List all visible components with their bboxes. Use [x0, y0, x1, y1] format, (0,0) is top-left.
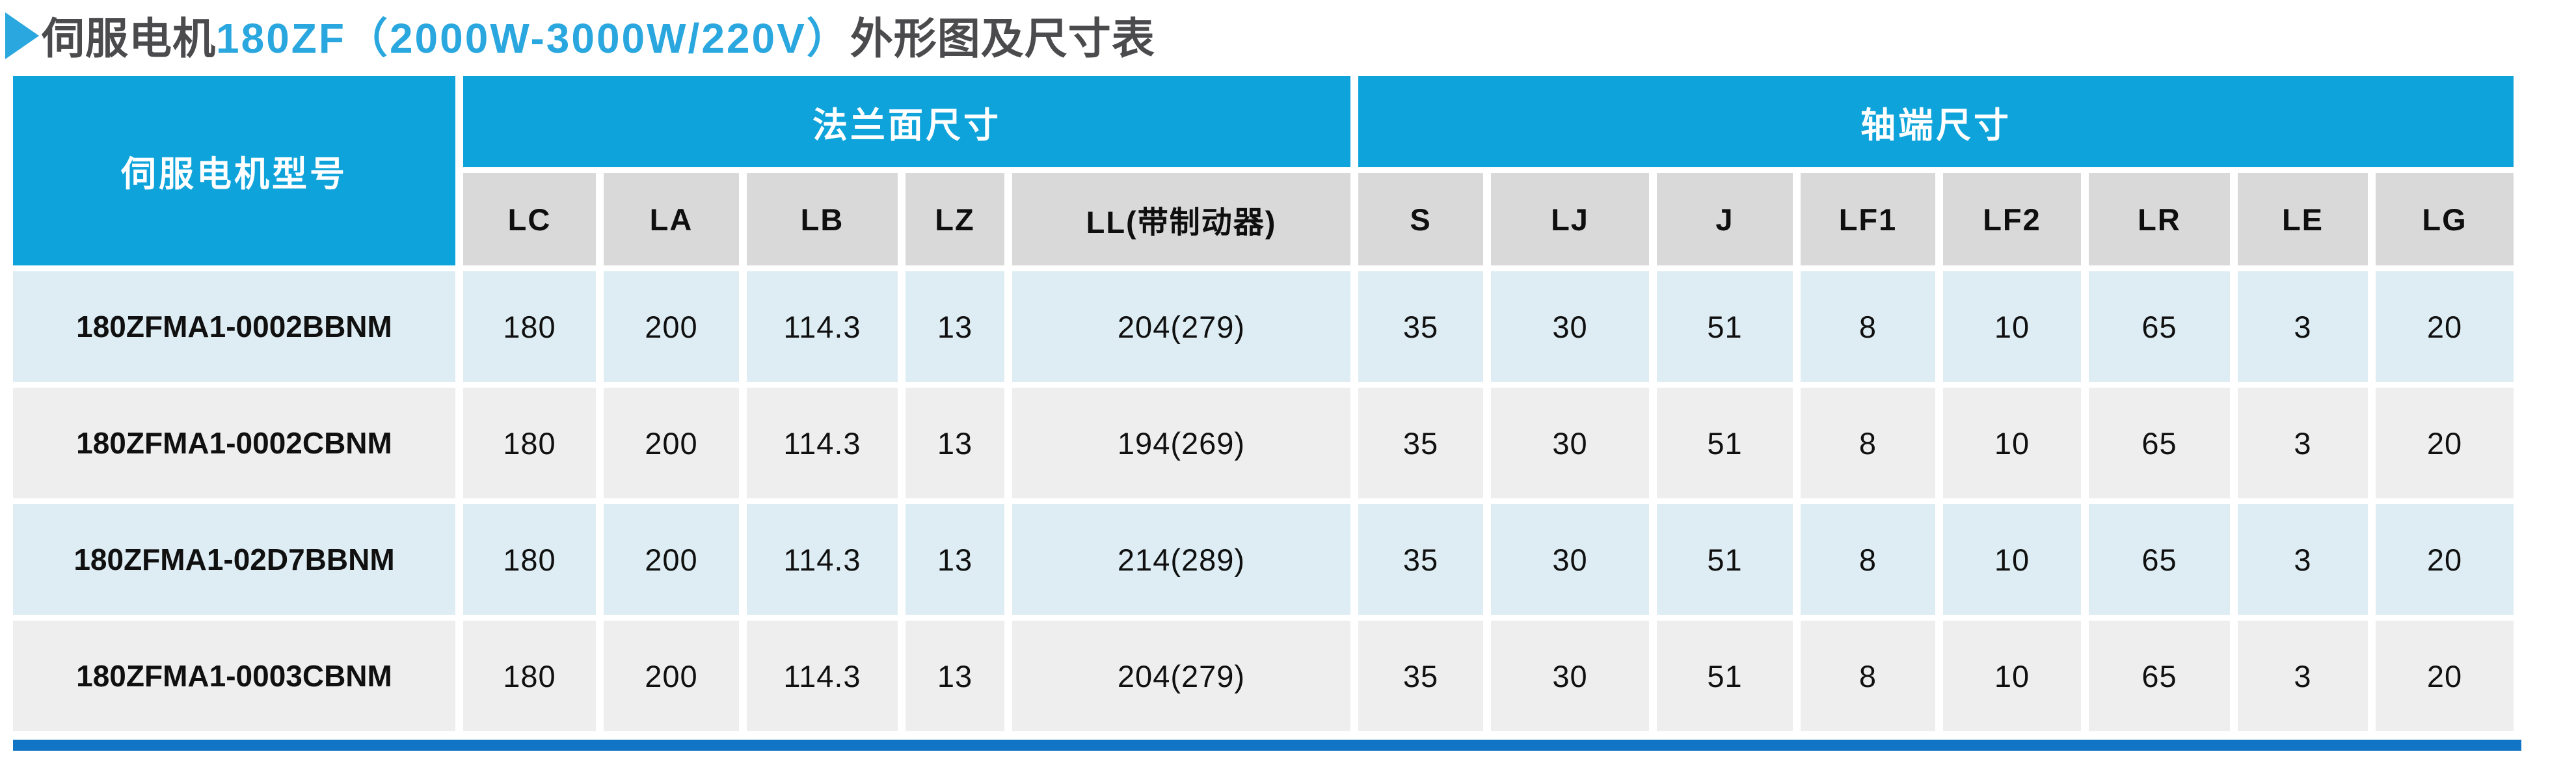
flange-group-header: 法兰面尺寸 [463, 76, 1350, 167]
value-cell: 114.3 [747, 504, 898, 615]
table-row: 180ZFMA1-0002CBNM 180 200 114.3 13 194(2… [13, 388, 2514, 498]
value-cell: 20 [2376, 621, 2514, 731]
value-cell: 180 [463, 621, 596, 731]
value-cell: 3 [2238, 621, 2368, 731]
value-cell: 180 [463, 271, 596, 382]
column-header-lz: LZ [906, 173, 1004, 265]
value-cell: 8 [1801, 388, 1935, 498]
value-cell: 10 [1943, 621, 2081, 731]
value-cell: 65 [2089, 271, 2230, 382]
value-cell: 35 [1358, 504, 1483, 615]
column-header-lg: LG [2376, 173, 2514, 265]
value-cell: 35 [1358, 271, 1483, 382]
dimension-table: 伺服电机型号 法兰面尺寸 轴端尺寸 LC LA LB LZ LL(带制动器) S… [5, 70, 2521, 737]
value-cell: 200 [604, 621, 739, 731]
value-cell: 30 [1491, 621, 1649, 731]
title-text-prefix: 伺服电机 [42, 14, 216, 62]
value-cell: 3 [2238, 504, 2368, 615]
value-cell: 35 [1358, 621, 1483, 731]
model-column-header: 伺服电机型号 [13, 76, 455, 265]
title-text-suffix: 外形图及尺寸表 [850, 14, 1155, 62]
value-cell: 65 [2089, 388, 2230, 498]
table-bottom-accent-bar [13, 740, 2521, 751]
value-cell: 51 [1657, 621, 1793, 731]
value-cell: 65 [2089, 504, 2230, 615]
value-cell: 114.3 [747, 271, 898, 382]
column-header-lf2: LF2 [1943, 173, 2081, 265]
value-cell: 8 [1801, 504, 1935, 615]
value-cell: 180 [463, 504, 596, 615]
value-cell: 8 [1801, 271, 1935, 382]
value-cell: 13 [906, 504, 1004, 615]
column-header-lb: LB [747, 173, 898, 265]
value-cell: 204(279) [1012, 271, 1350, 382]
value-cell: 13 [906, 621, 1004, 731]
model-cell: 180ZFMA1-0002BBNM [13, 271, 455, 382]
table-row: 180ZFMA1-0003CBNM 180 200 114.3 13 204(2… [13, 621, 2514, 731]
header-sub-row: LC LA LB LZ LL(带制动器) S LJ J LF1 LF2 LR L… [13, 173, 2514, 265]
value-cell: 20 [2376, 388, 2514, 498]
value-cell: 194(269) [1012, 388, 1350, 498]
value-cell: 30 [1491, 271, 1649, 382]
page-title: 伺服电机 180ZF（2000W-3000W/220V） 外形图及尺寸表 [0, 0, 2576, 70]
value-cell: 114.3 [747, 621, 898, 731]
column-header-lj: LJ [1491, 173, 1649, 265]
value-cell: 114.3 [747, 388, 898, 498]
column-header-la: LA [604, 173, 739, 265]
value-cell: 30 [1491, 504, 1649, 615]
value-cell: 51 [1657, 271, 1793, 382]
value-cell: 13 [906, 271, 1004, 382]
value-cell: 10 [1943, 504, 2081, 615]
column-header-lf1: LF1 [1801, 173, 1935, 265]
value-cell: 214(289) [1012, 504, 1350, 615]
value-cell: 200 [604, 504, 739, 615]
value-cell: 30 [1491, 388, 1649, 498]
header-group-row: 伺服电机型号 法兰面尺寸 轴端尺寸 [13, 76, 2514, 265]
column-header-lc: LC [463, 173, 596, 265]
shaft-group-header: 轴端尺寸 [1358, 76, 2514, 167]
model-cell: 180ZFMA1-0002CBNM [13, 388, 455, 498]
value-cell: 10 [1943, 388, 2081, 498]
value-cell: 204(279) [1012, 621, 1350, 731]
value-cell: 200 [604, 271, 739, 382]
value-cell: 65 [2089, 621, 2230, 731]
value-cell: 20 [2376, 504, 2514, 615]
value-cell: 3 [2238, 271, 2368, 382]
value-cell: 200 [604, 388, 739, 498]
title-model-range: 180ZF（2000W-3000W/220V） [216, 15, 850, 62]
column-header-ll: LL(带制动器) [1012, 173, 1350, 265]
value-cell: 51 [1657, 504, 1793, 615]
value-cell: 35 [1358, 388, 1483, 498]
model-cell: 180ZFMA1-02D7BBNM [13, 504, 455, 615]
column-header-lr: LR [2089, 173, 2230, 265]
column-header-s: S [1358, 173, 1483, 265]
column-header-le: LE [2238, 173, 2368, 265]
column-header-j: J [1657, 173, 1793, 265]
title-arrow-icon [5, 12, 39, 59]
table-row: 180ZFMA1-02D7BBNM 180 200 114.3 13 214(2… [13, 504, 2514, 615]
value-cell: 8 [1801, 621, 1935, 731]
table-row: 180ZFMA1-0002BBNM 180 200 114.3 13 204(2… [13, 271, 2514, 382]
value-cell: 20 [2376, 271, 2514, 382]
value-cell: 13 [906, 388, 1004, 498]
value-cell: 3 [2238, 388, 2368, 498]
value-cell: 180 [463, 388, 596, 498]
value-cell: 10 [1943, 271, 2081, 382]
model-cell: 180ZFMA1-0003CBNM [13, 621, 455, 731]
value-cell: 51 [1657, 388, 1793, 498]
